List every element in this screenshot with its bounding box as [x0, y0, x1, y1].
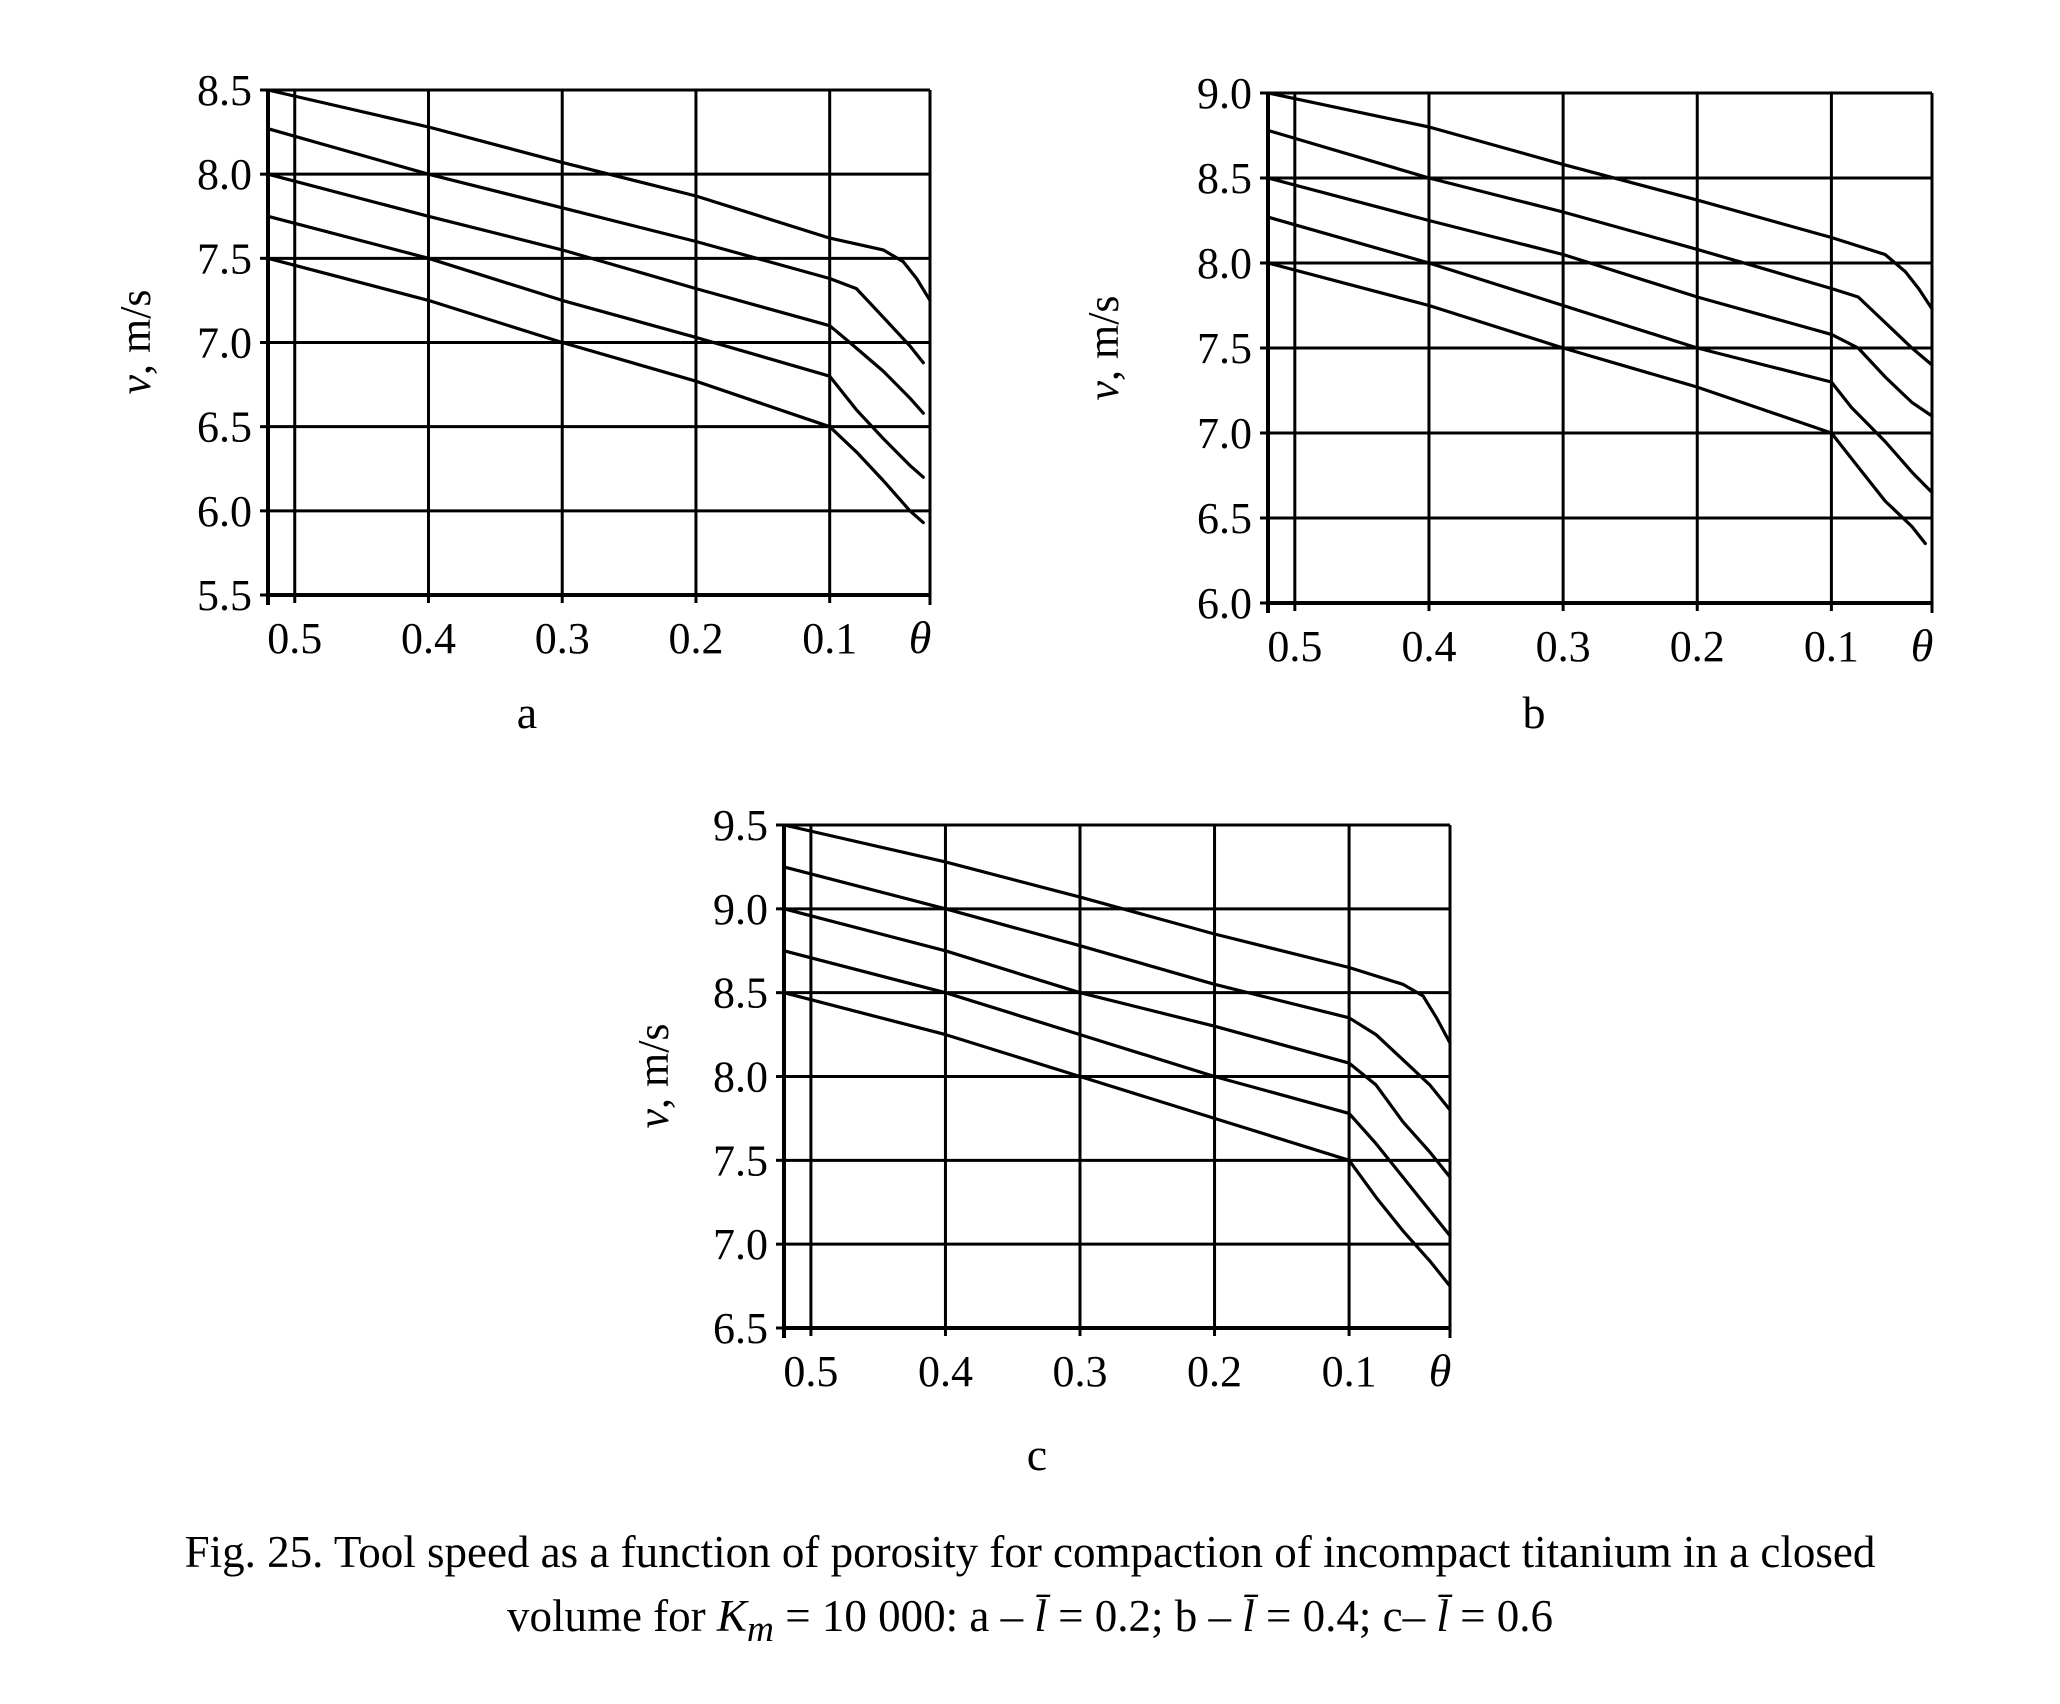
- x-tick-label: 0.5: [267, 614, 322, 663]
- series-line-3: [782, 907, 1452, 1179]
- y-tick-label: 7.0: [197, 319, 252, 368]
- x-axis-label: θ: [1429, 1345, 1452, 1396]
- x-tick-label: 0.1: [802, 614, 857, 663]
- y-tick-label: 7.5: [1197, 324, 1252, 373]
- chart-panel-b: 9.0 8.5 8.0 7.5 7.0 6.5 6.0 0.5 0.4 0.3 0.2 0.1 θ v, …: [1079, 69, 1934, 738]
- y-tick-label: 8.0: [713, 1053, 768, 1102]
- chart-panel-a: 8.5 8.0 7.5 7.0 6.5 6.0 5.5 0.5 0.4 0.3 0.2 0.1 θ v, …: [111, 66, 932, 738]
- x-tick-label: 0.2: [1670, 622, 1725, 671]
- y-tick-label: 6.0: [1197, 579, 1252, 628]
- series-line-2: [266, 127, 925, 365]
- y-tick-label: 5.5: [197, 571, 252, 620]
- y-tick-label: 7.0: [1197, 409, 1252, 458]
- y-tick-label: 9.0: [713, 885, 768, 934]
- series-line-1: [1266, 91, 1934, 311]
- x-tick-label: 0.2: [668, 614, 723, 663]
- series-line-3: [1266, 176, 1934, 418]
- series-line-2: [782, 865, 1452, 1112]
- y-tick-label: 7.5: [197, 234, 252, 283]
- x-tick-label: 0.2: [1187, 1347, 1242, 1396]
- k-subscript: m: [746, 1609, 774, 1650]
- x-tick-label: 0.4: [918, 1347, 973, 1396]
- caption-b-value: = 0.4; c–: [1254, 1591, 1437, 1641]
- x-tick-label: 0.5: [783, 1347, 838, 1396]
- caption-line-1: Fig. 25. Tool speed as a function of por…: [184, 1527, 1876, 1577]
- series-line-4: [266, 214, 925, 479]
- series-line-2: [1266, 128, 1934, 367]
- panel-label: b: [1523, 687, 1546, 738]
- y-tick-label: 7.0: [713, 1220, 768, 1269]
- figure-caption: Fig. 25. Tool speed as a function of por…: [0, 1520, 2060, 1662]
- y-axis-label: v, m/s: [1079, 295, 1128, 400]
- x-axis-label: θ: [909, 612, 932, 663]
- caption-a-value: = 0.2; b –: [1046, 1591, 1243, 1641]
- series-line-1: [266, 88, 932, 302]
- y-axis-label: v, m/s: [629, 1023, 678, 1128]
- figure: 8.5 8.0 7.5 7.0 6.5 6.0 5.5 0.5 0.4 0.3 0.2 0.1 θ v, …: [111, 66, 1934, 1480]
- y-tick-label: 8.5: [1197, 154, 1252, 203]
- series-line-4: [782, 949, 1452, 1238]
- caption-c-value: = 0.6: [1448, 1591, 1554, 1641]
- l-symbol-c: l̄: [1436, 1591, 1449, 1641]
- x-tick-label: 0.4: [1401, 622, 1456, 671]
- y-tick-label: 6.5: [1197, 494, 1252, 543]
- series-line-4: [1266, 215, 1934, 495]
- series-line-3: [266, 172, 925, 415]
- y-tick-label: 6.0: [197, 487, 252, 536]
- l-symbol-b: l̄: [1242, 1591, 1255, 1641]
- panel-label: c: [1027, 1429, 1047, 1480]
- series-line-5: [782, 991, 1452, 1288]
- x-tick-label: 0.1: [1322, 1347, 1377, 1396]
- x-tick-label: 0.4: [401, 614, 456, 663]
- y-tick-label: 7.5: [713, 1136, 768, 1185]
- series-line-5: [266, 256, 925, 525]
- y-tick-label: 9.5: [713, 801, 768, 850]
- caption-k-value: = 10 000: a –: [774, 1591, 1035, 1641]
- x-tick-label: 0.3: [535, 614, 590, 663]
- caption-line-2: volume for Km = 10 000: a – l̄ = 0.2; b …: [0, 1584, 2060, 1662]
- y-tick-label: 8.0: [1197, 239, 1252, 288]
- chart-panel-c: 9.5 9.0 8.5 8.0 7.5 7.0 6.5 0.5 0.4 0.3 0.2 0.1 θ v, …: [629, 801, 1452, 1480]
- y-tick-label: 8.5: [197, 66, 252, 115]
- y-axis-label: v, m/s: [111, 289, 160, 394]
- x-tick-label: 0.5: [1267, 622, 1322, 671]
- x-tick-label: 0.3: [1536, 622, 1591, 671]
- l-symbol-a: l̄: [1034, 1591, 1047, 1641]
- k-symbol: K: [716, 1591, 747, 1641]
- x-tick-label: 0.1: [1804, 622, 1859, 671]
- y-tick-label: 6.5: [713, 1304, 768, 1353]
- y-tick-label: 9.0: [1197, 69, 1252, 118]
- caption-prefix: volume for: [506, 1591, 717, 1641]
- panel-label: a: [517, 687, 537, 738]
- series-line-1: [782, 823, 1452, 1045]
- y-tick-label: 6.5: [197, 403, 252, 452]
- series-line-5: [1266, 261, 1927, 546]
- x-tick-label: 0.3: [1053, 1347, 1108, 1396]
- y-tick-label: 8.5: [713, 969, 768, 1018]
- y-tick-label: 8.0: [197, 150, 252, 199]
- x-axis-label: θ: [1911, 620, 1934, 671]
